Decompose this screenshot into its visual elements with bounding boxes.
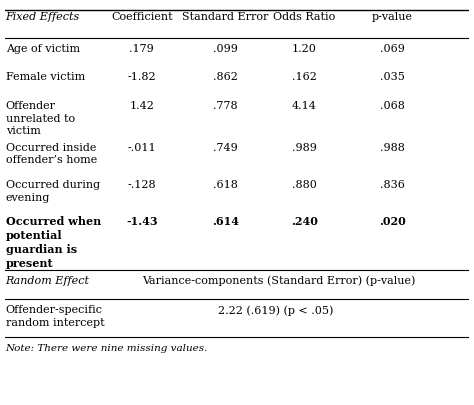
Text: .069: .069 — [380, 44, 405, 54]
Text: Variance-components (Standard Error) (p-value): Variance-components (Standard Error) (p-… — [142, 275, 415, 286]
Text: .068: .068 — [380, 101, 405, 111]
Text: -1.43: -1.43 — [126, 216, 157, 227]
Text: .240: .240 — [291, 216, 318, 227]
Text: Occurred when
potential
guardian is
present: Occurred when potential guardian is pres… — [6, 216, 101, 269]
Text: p-value: p-value — [372, 12, 413, 22]
Text: .099: .099 — [213, 44, 238, 54]
Text: Offender-specific
random intercept: Offender-specific random intercept — [6, 305, 104, 328]
Text: .778: .778 — [213, 101, 237, 111]
Text: Note: There were nine missing values.: Note: There were nine missing values. — [6, 344, 208, 353]
Text: .989: .989 — [292, 143, 317, 153]
Text: -.011: -.011 — [128, 143, 156, 153]
Text: Occurred during
evening: Occurred during evening — [6, 180, 100, 203]
Text: Occurred inside
offender’s home: Occurred inside offender’s home — [6, 143, 97, 165]
Text: Random Effect: Random Effect — [6, 275, 90, 286]
Text: .836: .836 — [380, 180, 405, 190]
Text: 4.14: 4.14 — [292, 101, 317, 111]
Text: .618: .618 — [213, 180, 238, 190]
Text: -1.82: -1.82 — [128, 72, 156, 82]
Text: .988: .988 — [380, 143, 405, 153]
Text: 2.22 (.619) (p < .05): 2.22 (.619) (p < .05) — [219, 305, 334, 316]
Text: Female victim: Female victim — [6, 72, 85, 82]
Text: .614: .614 — [212, 216, 239, 227]
Text: -.128: -.128 — [128, 180, 156, 190]
Text: Coefficient: Coefficient — [111, 12, 173, 22]
Text: .179: .179 — [129, 44, 154, 54]
Text: Fixed Effects: Fixed Effects — [6, 12, 80, 22]
Text: 1.20: 1.20 — [292, 44, 317, 54]
Text: 1.42: 1.42 — [129, 101, 154, 111]
Text: Standard Error: Standard Error — [182, 12, 269, 22]
Text: Odds Ratio: Odds Ratio — [273, 12, 336, 22]
Text: Offender
unrelated to
victim: Offender unrelated to victim — [6, 101, 75, 136]
Text: Age of victim: Age of victim — [6, 44, 80, 54]
Text: .862: .862 — [213, 72, 238, 82]
Text: .020: .020 — [379, 216, 406, 227]
Text: .162: .162 — [292, 72, 317, 82]
Text: .749: .749 — [213, 143, 238, 153]
Text: .880: .880 — [292, 180, 317, 190]
Text: .035: .035 — [380, 72, 405, 82]
